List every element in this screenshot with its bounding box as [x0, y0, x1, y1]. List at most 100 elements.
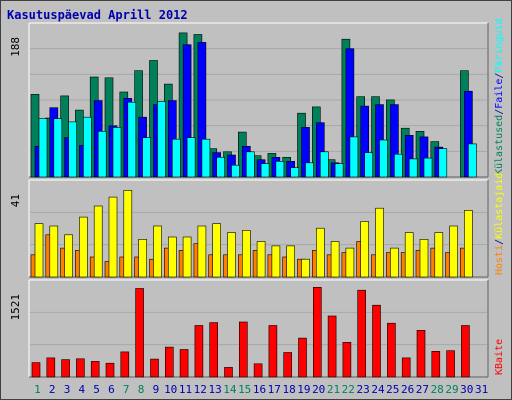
- x-tick-label-day-16: 16: [253, 383, 266, 396]
- x-tick-label-day-11: 11: [179, 383, 192, 396]
- bar-kbaite-day-26: [401, 357, 411, 378]
- bar-kbaite-day-7: [120, 351, 130, 378]
- x-tick-label-day-10: 10: [164, 383, 177, 396]
- bar-kbaite-day-14: [224, 367, 233, 378]
- bar-p-ringuid-day-4: [83, 116, 92, 178]
- bar-k-lastajaid-day-18: [286, 245, 296, 278]
- bar-p-ringuid-day-24: [379, 139, 388, 178]
- bar-kbaite-day-6: [105, 362, 115, 378]
- bar-p-ringuid-day-21: [334, 163, 344, 178]
- bar-p-ringuid-day-16: [260, 163, 270, 178]
- bar-p-ringuid-day-22: [349, 136, 359, 178]
- y-max-label: 188: [9, 37, 22, 57]
- bar-kbaite-day-1: [31, 362, 41, 378]
- bar-kbaite-day-12: [194, 325, 204, 378]
- x-tick-label-day-30: 30: [460, 383, 473, 396]
- bar-k-lastajaid-day-16: [256, 241, 266, 278]
- bar-p-ringuid-day-14: [231, 164, 240, 178]
- x-tick-label-day-25: 25: [386, 383, 399, 396]
- bar-k-lastajaid-day-28: [434, 232, 444, 278]
- bar-p-ringuid-day-18: [290, 167, 300, 178]
- legend-entry: /: [494, 239, 505, 245]
- legend-entry: KBaite: [494, 339, 505, 375]
- bar-k-lastajaid-day-8: [138, 239, 147, 278]
- x-tick-label-day-27: 27: [416, 383, 429, 396]
- x-tick-label-day-15: 15: [238, 383, 251, 396]
- bar-p-ringuid-day-11: [186, 137, 196, 178]
- bar-p-ringuid-day-17: [275, 161, 285, 178]
- x-tick-label-day-17: 17: [268, 383, 281, 396]
- legend-entry: Külastused: [494, 115, 505, 175]
- bar-p-ringuid-day-8: [142, 137, 151, 178]
- bar-k-lastajaid-day-30: [464, 210, 473, 278]
- bar-k-lastajaid-day-11: [182, 236, 192, 278]
- bar-k-lastajaid-day-4: [79, 216, 88, 278]
- bar-kbaite-day-17: [268, 325, 278, 378]
- legend-2: KBaite: [494, 339, 505, 375]
- bar-p-ringuid-day-20: [319, 151, 329, 178]
- chart-title: Kasutuspäevad Aprill 2012: [7, 8, 188, 22]
- x-tick-label-day-28: 28: [431, 383, 444, 396]
- bar-kbaite-day-16: [253, 363, 263, 378]
- legend-0: Külastused/Faile/Päringuid: [494, 18, 505, 175]
- bar-kbaite-day-8: [135, 288, 144, 378]
- bar-k-lastajaid-day-10: [168, 236, 177, 278]
- bar-p-ringuid-day-27: [423, 157, 433, 178]
- bar-kbaite-day-22: [342, 341, 352, 378]
- bar-p-ringuid-day-19: [305, 162, 314, 178]
- bar-p-ringuid-day-25: [394, 153, 403, 178]
- bar-k-lastajaid-day-7: [123, 190, 133, 278]
- x-tick-label-day-4: 4: [78, 383, 85, 396]
- bar-p-ringuid-day-15: [246, 151, 255, 178]
- x-tick-label-day-26: 26: [401, 383, 414, 396]
- bar-kbaite-day-28: [431, 350, 441, 378]
- x-tick-label-day-1: 1: [34, 383, 41, 396]
- legend-entry: Faile: [494, 79, 505, 109]
- x-tick-label-day-12: 12: [194, 383, 207, 396]
- bar-kbaite-day-19: [298, 337, 307, 378]
- bar-k-lastajaid-day-23: [360, 221, 370, 278]
- bar-k-lastajaid-day-19: [301, 258, 310, 278]
- legend-entry: Päringuid: [494, 18, 505, 72]
- x-tick-label-day-8: 8: [138, 383, 145, 396]
- bar-k-lastajaid-day-22: [345, 247, 355, 278]
- bar-k-lastajaid-day-13: [212, 223, 221, 278]
- bar-p-ringuid-day-6: [112, 127, 122, 178]
- x-tick-label-day-14: 14: [223, 383, 237, 396]
- x-tick-label-day-3: 3: [64, 383, 71, 396]
- x-tick-label-day-9: 9: [153, 383, 160, 396]
- bar-kbaite-day-20: [312, 286, 322, 378]
- x-tick-label-day-29: 29: [445, 383, 458, 396]
- bar-kbaite-day-24: [372, 304, 381, 378]
- bar-kbaite-day-5: [90, 361, 100, 378]
- legend-entry: /: [494, 73, 505, 79]
- bar-kbaite-day-2: [46, 357, 56, 378]
- bar-p-ringuid-day-10: [172, 138, 181, 178]
- bar-k-lastajaid-day-3: [64, 234, 73, 278]
- bar-k-lastajaid-day-25: [390, 247, 399, 278]
- bar-p-ringuid-day-9: [157, 101, 166, 178]
- bar-p-ringuid-day-1: [38, 118, 48, 178]
- bar-k-lastajaid-day-15: [242, 230, 251, 278]
- bar-k-lastajaid-day-21: [330, 241, 340, 278]
- bar-kbaite-day-18: [283, 352, 293, 378]
- bar-kbaite-day-11: [179, 349, 189, 378]
- x-tick-label-day-5: 5: [93, 383, 100, 396]
- bar-k-lastajaid-day-20: [315, 227, 325, 278]
- y-max-label: 41: [9, 194, 22, 207]
- bar-k-lastajaid-day-17: [271, 245, 281, 278]
- bar-kbaite-day-23: [357, 289, 367, 378]
- bar-p-ringuid-day-7: [127, 101, 137, 178]
- bar-k-lastajaid-day-2: [49, 225, 59, 278]
- bar-k-lastajaid-day-26: [404, 232, 414, 278]
- bar-p-ringuid-day-28: [438, 148, 448, 178]
- bar-kbaite-day-29: [446, 350, 455, 378]
- bar-kbaite-day-3: [61, 359, 70, 378]
- plot-area: [29, 280, 488, 377]
- bar-kbaite-day-15: [239, 321, 248, 378]
- bar-k-lastajaid-day-1: [34, 223, 44, 278]
- bar-p-ringuid-day-23: [364, 152, 374, 178]
- x-tick-label-day-13: 13: [208, 383, 221, 396]
- legend-entry: /: [494, 109, 505, 115]
